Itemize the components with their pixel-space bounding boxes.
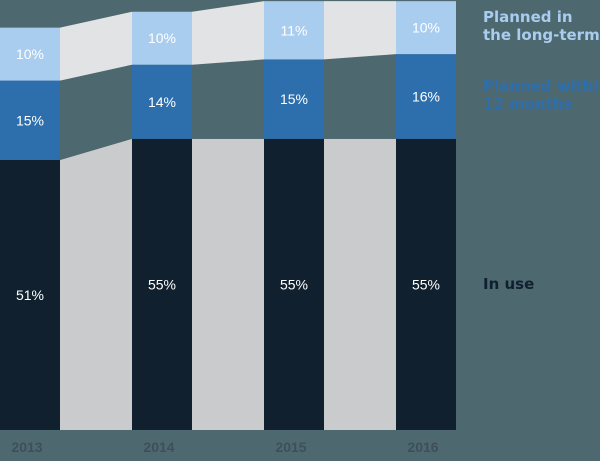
bar-segment-2015-2 xyxy=(264,1,324,60)
bar-value-label: 10% xyxy=(412,20,440,36)
bar-segment-2013-2 xyxy=(0,27,60,81)
bar-segment-2015-1 xyxy=(264,59,324,139)
legend-within-12-line2: 12 months xyxy=(483,95,573,113)
bar-segment-2014-1 xyxy=(132,64,192,139)
legend-in-use: In use xyxy=(483,275,534,293)
legend-long-term-line2: the long-term xyxy=(483,26,600,44)
x-axis-label-2014: 2014 xyxy=(143,439,174,455)
connector-band xyxy=(324,138,396,430)
bar-segment-2016-2 xyxy=(396,1,456,55)
connector-band xyxy=(324,1,396,60)
connector-band xyxy=(192,138,264,430)
bar-segment-2014-2 xyxy=(132,11,192,65)
bar-value-label: 10% xyxy=(16,46,44,62)
legend-within-12-months: Planned within 12 months xyxy=(483,77,600,113)
bar-segment-2016-1 xyxy=(396,54,456,139)
bar-value-label: 10% xyxy=(148,30,176,46)
x-axis-label-2013: 2013 xyxy=(11,439,42,455)
legend-within-12-line1: Planned within xyxy=(483,77,600,95)
connector-band xyxy=(60,138,132,430)
bar-value-label: 14% xyxy=(148,94,176,110)
connector-band xyxy=(60,11,132,81)
x-axis-labels: 2013 2014 2015 2016 xyxy=(11,439,438,455)
connector-band xyxy=(192,59,264,139)
bar-value-label: 55% xyxy=(280,276,308,292)
bars: 51% 15% 10% 55% 14% 10% 55% 15% 11% 55% 16% 10% xyxy=(0,1,456,430)
bar-segment-2013-1 xyxy=(0,80,60,160)
bar-segment-2013-0 xyxy=(0,160,60,430)
bar-value-label: 55% xyxy=(148,276,176,292)
legend-long-term: Planned in the long-term xyxy=(483,8,600,44)
bar-segment-2016-0 xyxy=(396,138,456,430)
x-axis-label-2015: 2015 xyxy=(275,439,306,455)
connector-band xyxy=(192,1,264,65)
bar-value-label: 16% xyxy=(412,88,440,104)
legend-in-use-label: In use xyxy=(483,275,535,293)
bar-value-label: 55% xyxy=(412,276,440,292)
connector-bands xyxy=(60,1,396,430)
bar-value-label: 51% xyxy=(16,287,44,303)
bar-value-label: 15% xyxy=(16,112,44,128)
connector-band xyxy=(60,64,132,160)
legend-long-term-line1: Planned in xyxy=(483,8,573,26)
bar-value-label: 11% xyxy=(281,22,308,38)
bar-segment-2015-0 xyxy=(264,138,324,430)
x-axis-label-2016: 2016 xyxy=(407,439,438,455)
connector-band xyxy=(324,54,396,139)
bar-segment-2014-0 xyxy=(132,138,192,430)
bar-value-label: 15% xyxy=(280,91,308,107)
